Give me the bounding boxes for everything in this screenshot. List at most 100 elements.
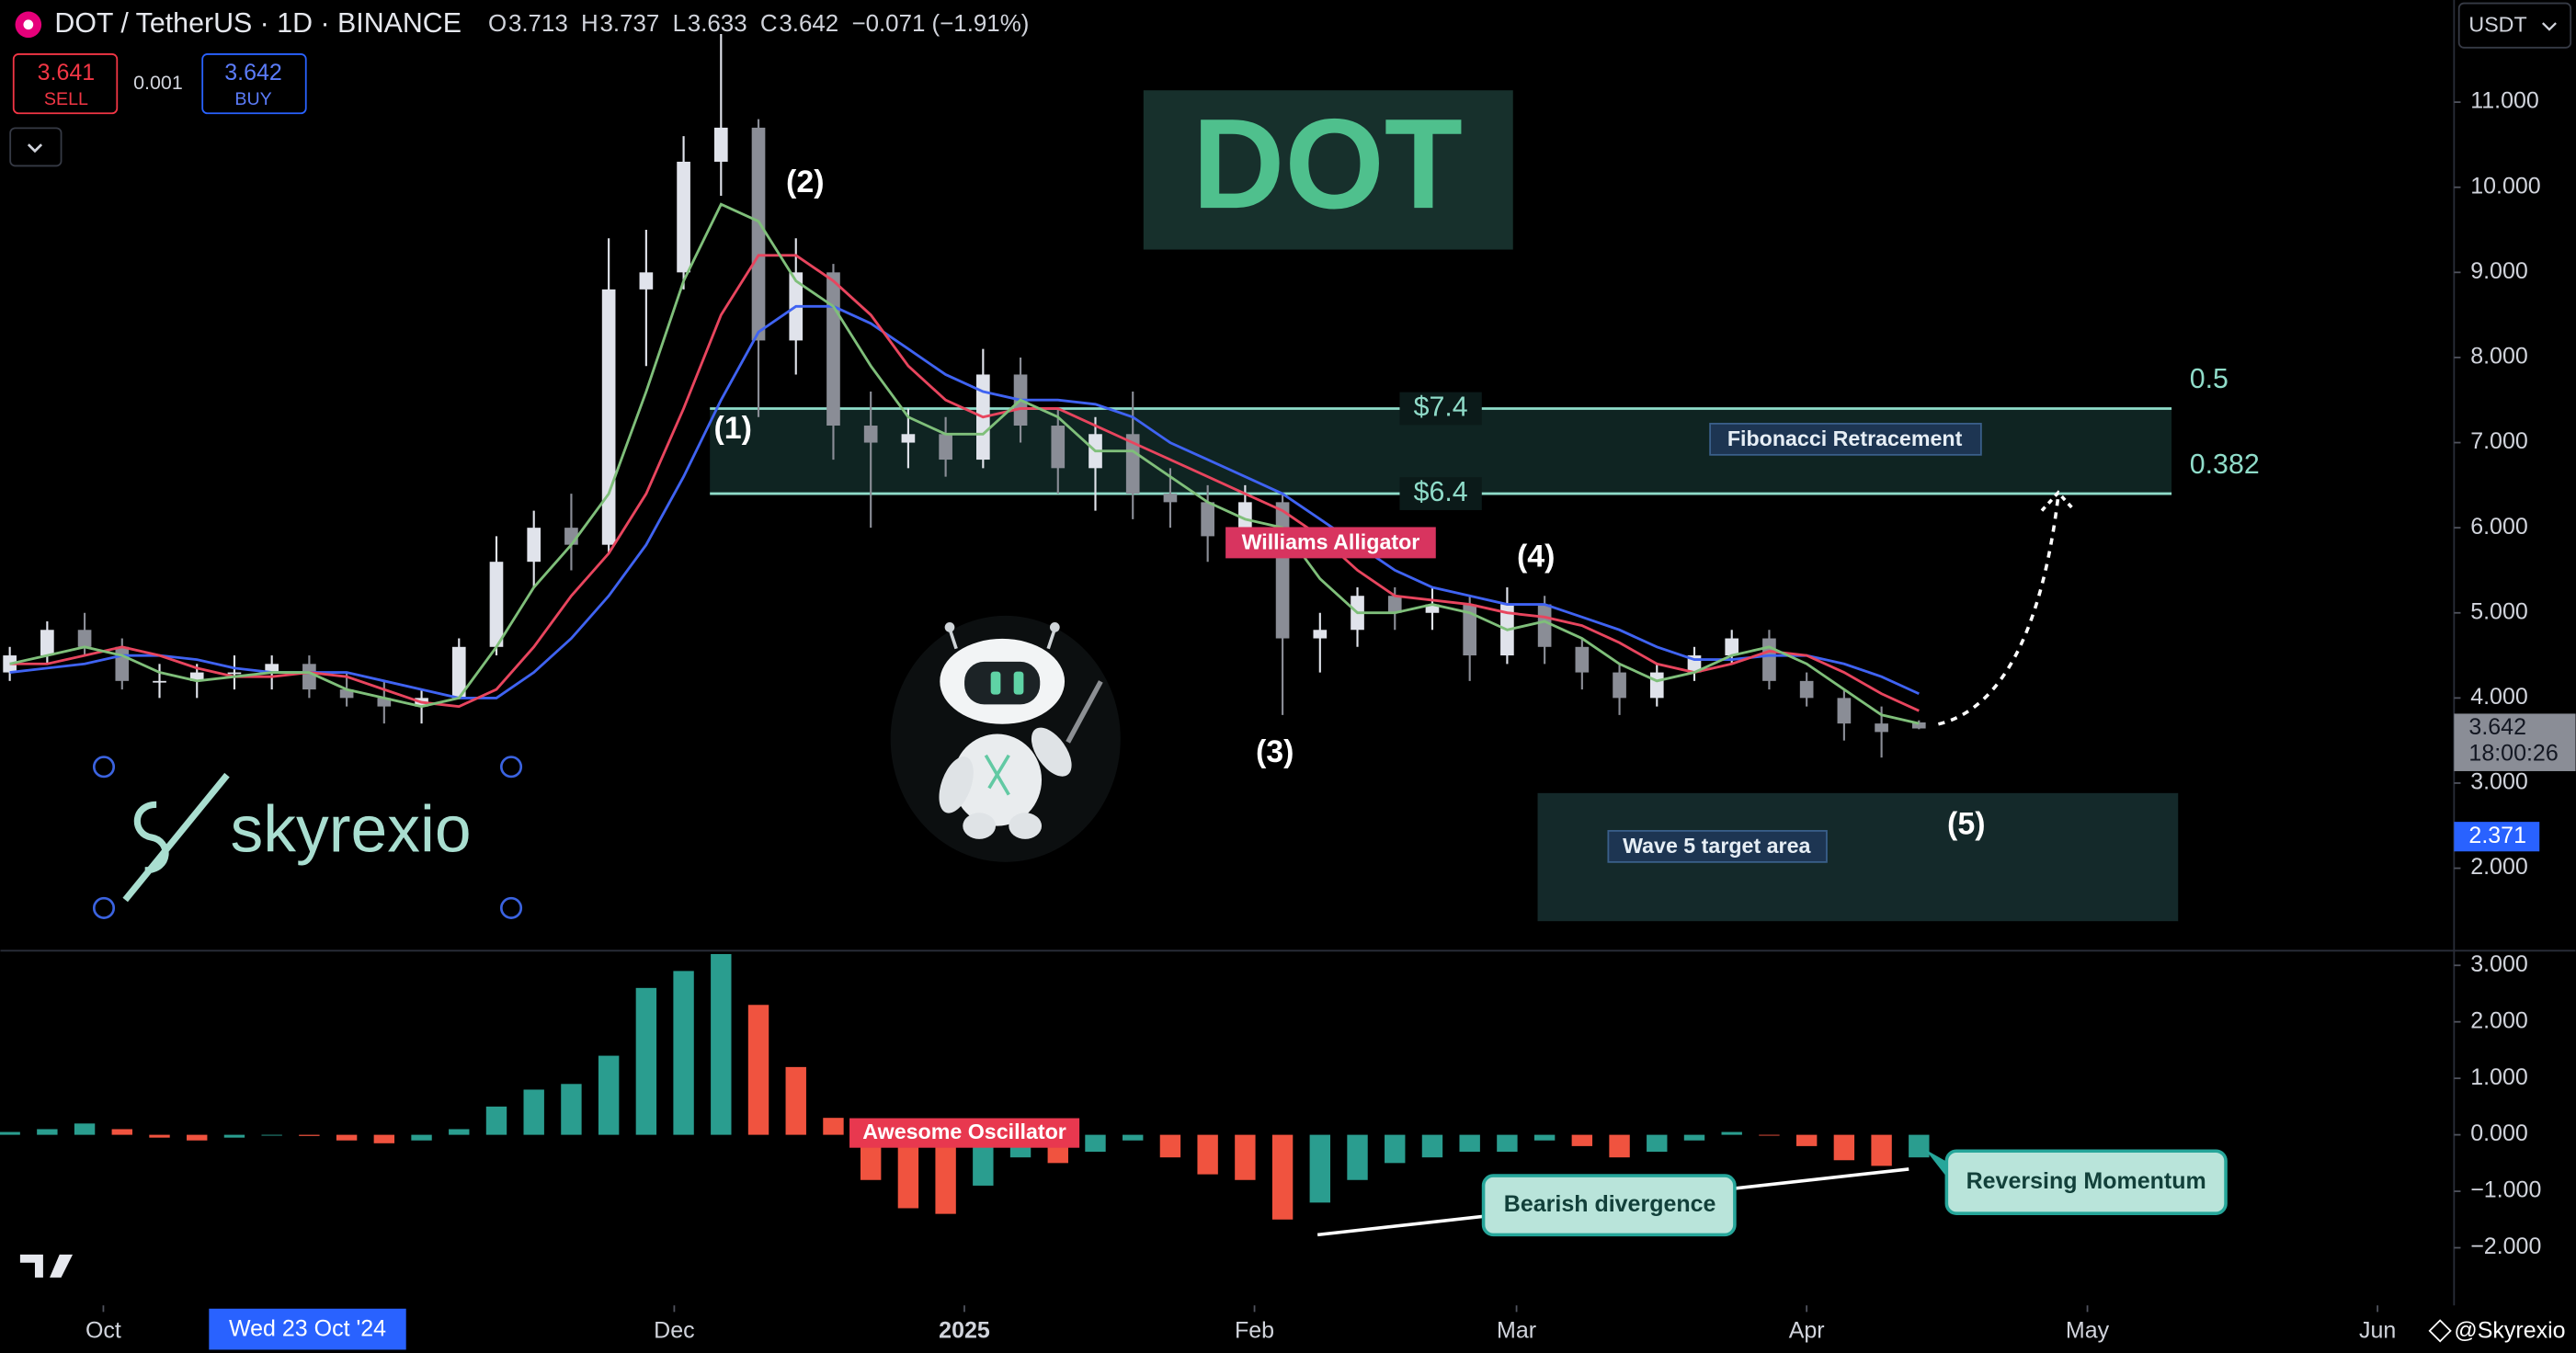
y2-tick-label: −1.000 [2470,1177,2541,1203]
ohlc-item: 3.633 [688,11,747,37]
oscillator-bar [1347,1134,1368,1180]
candle-body [1125,434,1140,495]
candle-body [1425,604,1440,613]
candle-body [751,127,766,341]
candle-body [1762,638,1776,681]
oscillator-bar [1683,1134,1705,1141]
oscillator-bar [823,1118,844,1135]
oscillator-bar [1647,1134,1668,1153]
candle-body [489,562,504,647]
oscillator-bar [1459,1134,1480,1153]
candle-body [1051,426,1066,469]
oscillator-bar [1197,1134,1218,1175]
watermark-icon [2428,1319,2452,1343]
robot-illustration [890,615,1121,862]
y2-tick-label: 1.000 [2470,1064,2528,1090]
robot-eye [1013,671,1024,695]
last-price: 3.642 [2468,714,2526,740]
candle-body [77,630,92,647]
oscillator-bar [1721,1131,1742,1135]
countdown: 18:00:26 [2468,741,2558,767]
candle-body [1875,723,1888,733]
note-box [1481,1174,1737,1237]
fib-price-label: $6.4 [1414,477,1468,507]
currency-button[interactable] [2457,2,2572,49]
collapse-chevron [27,143,43,153]
robot-antenna-tip [944,622,955,632]
target-label: Wave 5 target area [1623,834,1811,858]
currency-chevron [2541,22,2557,31]
sell-button[interactable] [12,53,119,115]
robot-arm [939,756,974,813]
candle-body [939,434,952,460]
oscillator-bar [0,1131,20,1135]
oscillator-bar [336,1134,358,1141]
buy-price: 3.642 [224,60,282,85]
wave-label: (1) [713,411,751,446]
oscillator-bar [149,1134,170,1138]
y2-tick-label: 2.000 [2470,1007,2528,1033]
selection-handle[interactable] [499,896,523,919]
oscillator-bar [747,1005,769,1135]
last-price-box [2454,713,2576,771]
candle-body [265,664,279,673]
buy-button[interactable] [201,53,307,115]
robot-eye [990,671,1001,695]
oscillator-bar [711,953,732,1135]
candle-body [677,161,690,273]
candle-body [302,664,316,690]
candle-body [1387,596,1402,613]
x-tick-label: Mar [1497,1317,1536,1343]
oscillator-bar [1909,1134,1930,1158]
x-tick-label: Apr [1789,1317,1825,1343]
selection-handle[interactable] [92,896,116,919]
candle-body [1163,494,1178,503]
buy-label: BUY [234,89,271,109]
oscillator-bar [485,1106,507,1135]
oscillator-bar [74,1123,96,1135]
y-tick-label: 7.000 [2470,428,2528,454]
alligator-line [9,304,1920,699]
candle-body [639,272,654,290]
wave-label: (3) [1256,734,1294,769]
robot-antenna [1046,628,1057,650]
selection-handle[interactable] [499,756,523,779]
oscillator-bar [1235,1134,1256,1180]
wave-label: (4) [1517,539,1555,574]
robot-visor [964,661,1041,705]
candle-body [1463,604,1477,656]
candle-body [1725,638,1739,656]
y-tick-label: 6.000 [2470,514,2528,540]
ohlc-item: −0.071 (−1.91%) [851,11,1029,37]
fib-price-bg [1399,392,1482,426]
watermark: @Skyrexio [2454,1317,2565,1343]
ohlc-item: 3.713 [508,11,568,37]
oscillator-bar [1421,1134,1443,1158]
candle-body [901,434,916,443]
y-tick-label: 11.000 [2470,88,2539,114]
oscillator-bar [1609,1134,1630,1158]
oscillator-bar [635,987,657,1135]
logo-text: skyrexio [231,792,472,866]
candle-body [1313,630,1328,639]
candle-body [1275,502,1290,639]
collapse-button[interactable] [9,127,63,167]
oscillator-bar [1759,1134,1780,1136]
sell-price: 3.641 [38,60,96,85]
selection-handle[interactable] [92,756,116,779]
alligator-line [9,254,1920,712]
logo-mark [122,772,230,903]
x-tick-label: Jun [2359,1317,2396,1343]
oscillator-bar [1123,1134,1144,1141]
oscillator-bar [449,1129,470,1135]
candle-body [1911,722,1926,729]
wave-label: (5) [1947,807,1985,842]
x-tick-label: Feb [1235,1317,1274,1343]
y-tick-label: 10.000 [2470,173,2540,199]
candle-body [153,680,166,683]
fib-price-label: $7.4 [1414,392,1468,423]
oscillator-bar [111,1129,132,1135]
candle-body [1201,502,1214,537]
